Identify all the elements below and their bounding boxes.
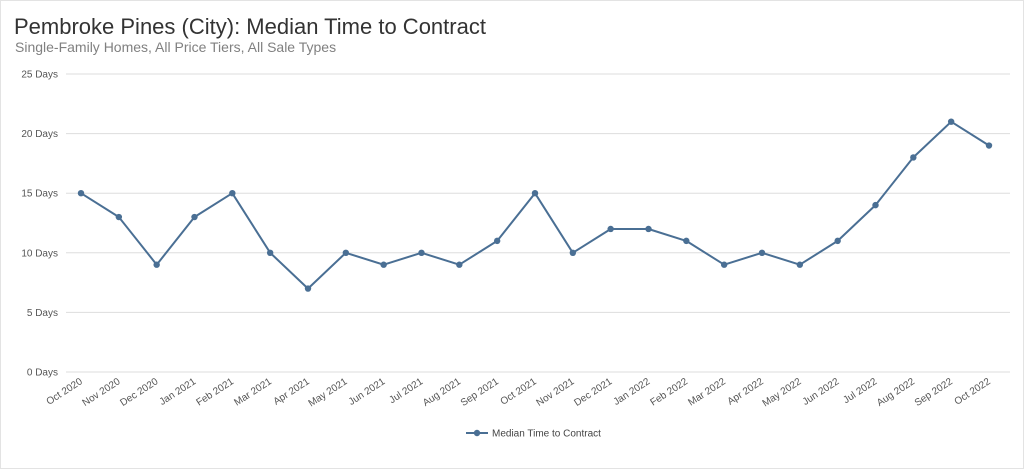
- x-tick-label: Nov 2020: [81, 376, 123, 409]
- data-point[interactable]: [304, 285, 312, 292]
- data-point[interactable]: [758, 249, 766, 256]
- x-tick-label: Jul 2021: [387, 376, 425, 406]
- data-point[interactable]: [834, 237, 841, 245]
- data-point[interactable]: [493, 237, 501, 245]
- x-tick-label: Apr 2021: [272, 376, 312, 408]
- series-layer: [77, 118, 993, 292]
- x-tick-label: Sep 2022: [913, 376, 955, 409]
- data-point[interactable]: [77, 190, 85, 197]
- x-tick-label: Sep 2021: [459, 376, 501, 409]
- y-tick-label: 0 Days: [27, 368, 58, 379]
- x-tick-label: Oct 2020: [45, 376, 85, 408]
- grid-lines: [66, 73, 1010, 373]
- x-tick-label: Nov 2021: [535, 376, 577, 409]
- data-point[interactable]: [985, 142, 993, 149]
- data-point[interactable]: [456, 261, 463, 268]
- x-tick-label: Oct 2022: [953, 376, 993, 408]
- y-tick-label: 5 Days: [27, 308, 58, 319]
- y-tick-label: 20 Days: [21, 129, 58, 140]
- x-tick-label: Apr 2022: [726, 376, 766, 408]
- y-tick-label: 25 Days: [21, 70, 58, 81]
- data-point[interactable]: [153, 261, 160, 268]
- chart-subtitle: Single-Family Homes, All Price Tiers, Al…: [15, 39, 337, 55]
- x-tick-label: May 2022: [761, 376, 804, 409]
- x-tick-label: Dec 2021: [572, 376, 614, 409]
- legend[interactable]: Median Time to Contract: [466, 429, 601, 440]
- data-point[interactable]: [531, 190, 539, 197]
- data-point[interactable]: [947, 118, 955, 125]
- data-point[interactable]: [342, 249, 350, 256]
- y-axis-ticks: 0 Days 5 Days 10 Days 15 Days 20 Days 25 Days: [21, 70, 58, 379]
- x-tick-label: Jan 2021: [158, 376, 199, 408]
- data-point[interactable]: [380, 261, 387, 268]
- x-tick-label: Jan 2022: [612, 376, 653, 408]
- data-point[interactable]: [872, 201, 879, 209]
- data-point[interactable]: [418, 249, 425, 256]
- x-tick-label: Mar 2022: [686, 376, 728, 408]
- data-point[interactable]: [569, 249, 577, 256]
- x-tick-label: Oct 2021: [499, 376, 539, 408]
- data-point[interactable]: [796, 261, 804, 268]
- x-tick-label: Jun 2021: [347, 376, 388, 408]
- y-tick-label: 10 Days: [21, 248, 58, 259]
- x-tick-label: Jun 2022: [801, 376, 842, 408]
- legend-point-marker: [473, 429, 481, 437]
- data-point[interactable]: [607, 225, 614, 233]
- y-tick-label: 15 Days: [21, 189, 58, 200]
- chart-title: Pembroke Pines (City): Median Time to Co…: [14, 14, 486, 39]
- x-tick-label: Feb 2022: [649, 376, 691, 408]
- data-point[interactable]: [910, 154, 917, 161]
- series-line: [80, 120, 990, 290]
- x-tick-label: May 2021: [307, 376, 350, 409]
- data-point[interactable]: [191, 213, 198, 221]
- data-point[interactable]: [266, 249, 274, 256]
- x-tick-label: Jul 2022: [841, 376, 879, 406]
- legend-label[interactable]: Median Time to Contract: [492, 429, 601, 440]
- x-tick-label: Dec 2020: [118, 376, 160, 409]
- x-tick-label: Aug 2022: [875, 376, 917, 409]
- data-point[interactable]: [645, 225, 652, 233]
- x-tick-label: Aug 2021: [421, 376, 463, 409]
- x-tick-label: Mar 2021: [232, 376, 274, 408]
- x-tick-label: Feb 2021: [195, 376, 237, 408]
- data-point[interactable]: [720, 261, 728, 268]
- data-point[interactable]: [229, 190, 236, 197]
- data-point[interactable]: [683, 237, 690, 245]
- data-point[interactable]: [115, 213, 123, 221]
